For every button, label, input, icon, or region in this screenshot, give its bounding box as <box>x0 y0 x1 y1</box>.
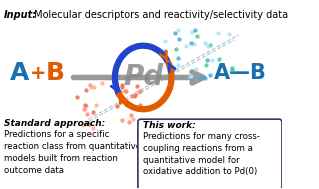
Text: Standard approach:: Standard approach: <box>4 119 105 128</box>
Text: +: + <box>30 64 46 83</box>
Text: Predictions for a specific
reaction class from quantitative
models built from re: Predictions for a specific reaction clas… <box>4 130 141 174</box>
Text: A: A <box>10 61 29 85</box>
FancyBboxPatch shape <box>138 119 282 189</box>
Text: A—B: A—B <box>214 64 267 84</box>
Text: This work:: This work: <box>143 121 196 130</box>
Text: Pd: Pd <box>123 64 163 91</box>
Text: Input:: Input: <box>4 10 37 20</box>
Text: Molecular descriptors and reactivity/selectivity data: Molecular descriptors and reactivity/sel… <box>31 10 288 20</box>
Text: B: B <box>45 61 64 85</box>
Text: Predictions for many cross-
coupling reactions from a
quantitative model for
oxi: Predictions for many cross- coupling rea… <box>143 132 260 177</box>
